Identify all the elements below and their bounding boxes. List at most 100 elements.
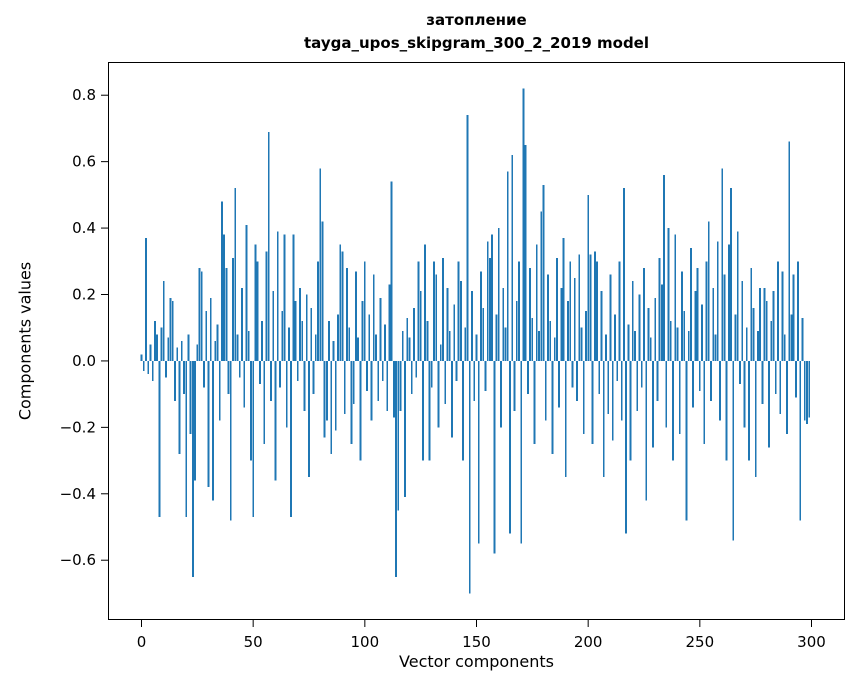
bar bbox=[252, 360, 255, 518]
bar bbox=[455, 360, 458, 381]
bar bbox=[212, 360, 214, 501]
bar bbox=[290, 360, 293, 518]
bar bbox=[442, 257, 444, 361]
bar bbox=[142, 360, 145, 371]
bar bbox=[308, 360, 310, 478]
bar bbox=[366, 360, 368, 391]
bar bbox=[656, 360, 659, 401]
bar bbox=[703, 360, 706, 444]
bar bbox=[151, 360, 154, 381]
bar bbox=[285, 360, 288, 428]
bar bbox=[752, 307, 755, 361]
bar bbox=[618, 261, 621, 361]
bar bbox=[745, 327, 748, 361]
bar bbox=[645, 360, 648, 501]
bar bbox=[509, 360, 511, 534]
bar bbox=[462, 360, 464, 461]
bar bbox=[381, 360, 384, 381]
bar bbox=[692, 360, 695, 408]
bar bbox=[205, 311, 208, 361]
bar bbox=[321, 221, 324, 361]
bar bbox=[451, 360, 453, 438]
bar bbox=[687, 331, 690, 361]
bar bbox=[721, 168, 724, 361]
y-tick-label: −0.6 bbox=[60, 551, 96, 569]
bar bbox=[562, 238, 565, 361]
bar bbox=[236, 334, 239, 361]
bar bbox=[533, 360, 536, 444]
bar bbox=[660, 284, 663, 361]
bar bbox=[779, 360, 782, 415]
bar bbox=[681, 271, 683, 361]
bar bbox=[169, 297, 172, 361]
bar bbox=[754, 360, 757, 478]
bar bbox=[547, 274, 549, 361]
bar bbox=[768, 360, 770, 448]
bar bbox=[571, 360, 574, 388]
bar bbox=[609, 274, 612, 361]
bar bbox=[160, 327, 163, 361]
bar bbox=[368, 314, 371, 361]
bar bbox=[736, 231, 739, 361]
bar bbox=[415, 360, 418, 378]
bar bbox=[471, 291, 473, 361]
bar bbox=[183, 360, 185, 395]
bar bbox=[759, 287, 762, 361]
bar bbox=[573, 277, 576, 361]
bar bbox=[638, 294, 641, 361]
bar bbox=[263, 360, 266, 444]
bar bbox=[647, 307, 650, 361]
bar bbox=[401, 331, 404, 361]
bar bbox=[270, 360, 272, 401]
bar bbox=[218, 360, 221, 421]
bar bbox=[238, 360, 241, 378]
bar bbox=[417, 261, 420, 361]
bar bbox=[446, 287, 449, 361]
bar bbox=[232, 257, 234, 361]
bar bbox=[770, 321, 773, 361]
bar bbox=[361, 301, 364, 361]
x-tick-label: 100 bbox=[351, 633, 380, 651]
bar bbox=[245, 224, 248, 361]
bar bbox=[667, 228, 670, 361]
bar bbox=[328, 321, 330, 361]
bar bbox=[741, 281, 744, 361]
y-axis-label: Components values bbox=[15, 261, 35, 421]
bar bbox=[794, 360, 797, 398]
bar bbox=[502, 287, 505, 361]
bar bbox=[325, 360, 328, 421]
bar bbox=[627, 324, 630, 361]
bar bbox=[234, 188, 237, 361]
bar bbox=[569, 261, 572, 361]
bar bbox=[790, 314, 793, 361]
bar bbox=[372, 274, 375, 361]
bar bbox=[705, 261, 708, 361]
bar bbox=[614, 314, 616, 361]
bar bbox=[305, 294, 308, 361]
bar bbox=[341, 251, 344, 361]
bar bbox=[187, 334, 190, 361]
bar bbox=[196, 344, 199, 361]
bar bbox=[578, 254, 581, 361]
bar bbox=[379, 297, 382, 361]
bar bbox=[678, 360, 681, 434]
bar bbox=[375, 334, 377, 361]
bar bbox=[576, 360, 578, 401]
bar bbox=[719, 360, 721, 421]
bar bbox=[513, 360, 516, 411]
bar bbox=[430, 360, 433, 388]
bar bbox=[435, 274, 438, 361]
bar bbox=[643, 267, 645, 361]
bar bbox=[544, 360, 547, 421]
bar bbox=[274, 360, 277, 481]
bar bbox=[799, 360, 802, 521]
y-tick-label: −0.4 bbox=[60, 485, 96, 503]
bar bbox=[529, 267, 531, 361]
bar bbox=[227, 360, 230, 395]
x-tick-label: 200 bbox=[574, 633, 603, 651]
bar bbox=[739, 360, 741, 385]
bar bbox=[585, 311, 587, 361]
bar bbox=[214, 341, 217, 361]
bar bbox=[765, 301, 768, 361]
bar bbox=[808, 360, 811, 418]
